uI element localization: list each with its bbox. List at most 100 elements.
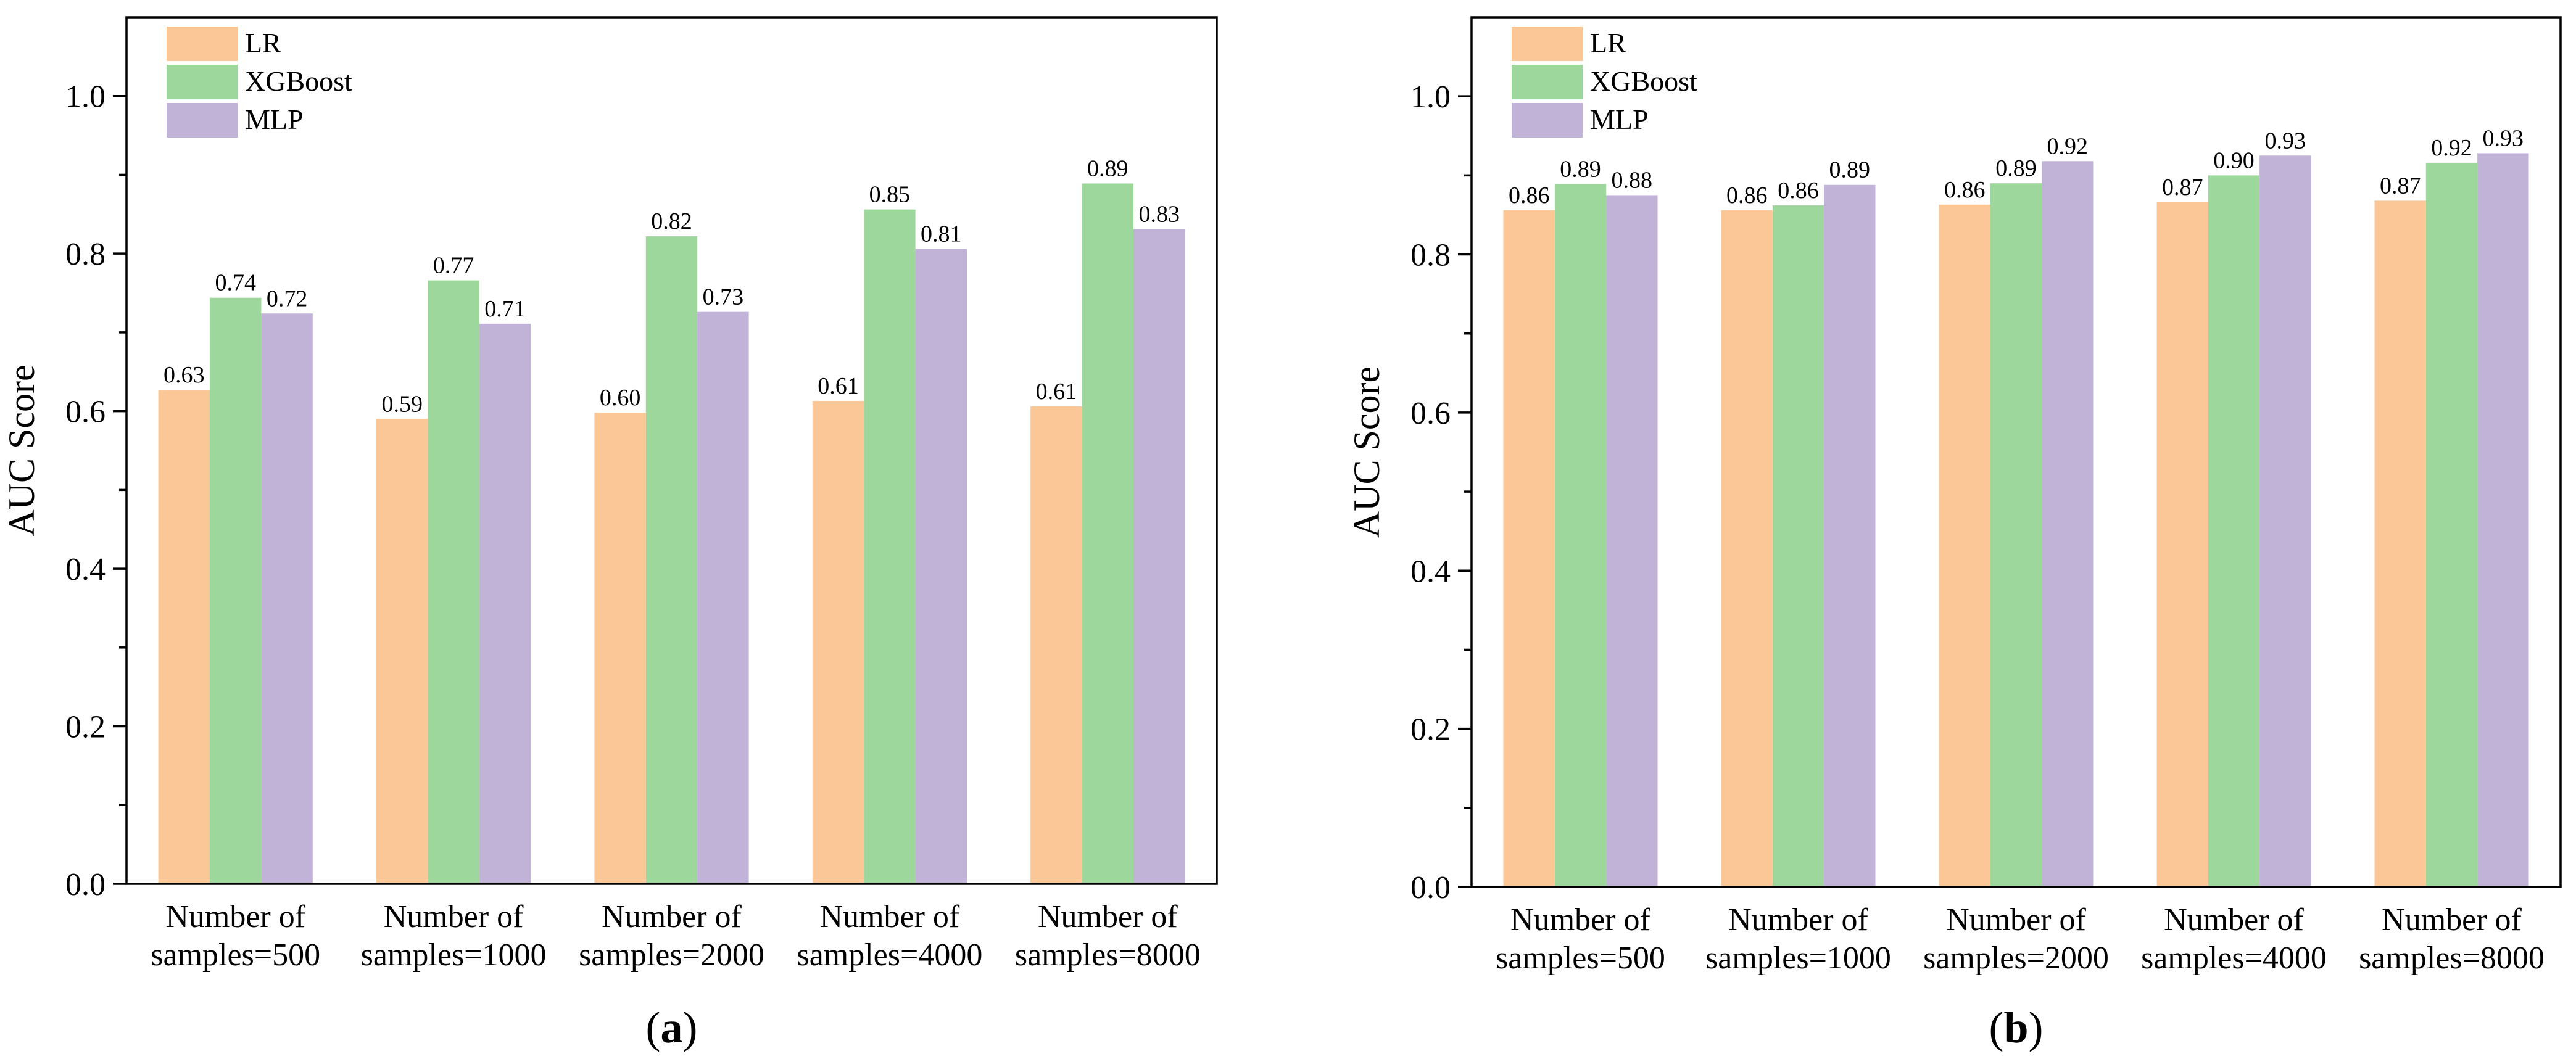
y-tick-label: 1.0 (65, 80, 106, 115)
legend-label-mlp: MLP (245, 104, 304, 135)
bar-mlp-2 (1824, 184, 1876, 887)
x-tick-label: Number of samples=2000 (1923, 902, 2109, 976)
bar-xgboost-3 (1990, 183, 2042, 887)
data-label-lr-3: 0.60 (600, 385, 641, 411)
y-tick-label: 0.4 (1410, 554, 1451, 589)
y-tick-label: 0.2 (1410, 712, 1451, 748)
data-label-mlp-3: 0.73 (703, 284, 744, 310)
x-tick-label-line: Number of (1510, 902, 1650, 937)
x-tick-label-line: Number of (2164, 902, 2304, 937)
bar-lr-4 (2156, 202, 2208, 888)
data-label-xgboost-1: 0.89 (1560, 156, 1601, 182)
x-tick-label: Number of samples=500 (151, 899, 320, 973)
x-tick-label-line: samples=500 (151, 937, 320, 973)
data-label-lr-2: 0.59 (381, 391, 423, 417)
bar-xgboost-2 (1772, 205, 1824, 887)
x-tick-label-line: Number of (165, 899, 305, 934)
x-tick-label-line: samples=2000 (579, 937, 764, 973)
x-tick-label: Number of samples=4000 (797, 899, 982, 973)
bar-lr-3 (594, 413, 646, 884)
x-tick-label-line: Number of (602, 899, 742, 934)
legend-swatch-lr (167, 27, 238, 61)
chart-panel-b: 0.86 0.86 0.86 0.87 0.87 0.89 0.86 0.89 0.90 0.92… (1346, 16, 2562, 1052)
bar-xgboost-5 (2425, 162, 2478, 888)
x-tick-label: Number of samples=2000 (579, 899, 764, 973)
bar-xgboost-3 (645, 236, 698, 884)
bar-lr-3 (1939, 204, 1990, 888)
data-label-xgboost-3: 0.82 (651, 208, 692, 234)
data-label-lr-3: 0.86 (1944, 177, 1986, 203)
legend-label-xgboost: XGBoost (1590, 65, 1697, 97)
x-tick-label-line: Number of (1728, 902, 1868, 937)
bar-xgboost-1 (1554, 184, 1607, 887)
bar-xgboost-4 (2208, 175, 2260, 887)
bar-xgboost-4 (864, 209, 916, 884)
y-tick-label: 0.2 (65, 710, 106, 745)
data-label-mlp-4: 0.81 (921, 221, 962, 247)
x-tick-label-line: samples=8000 (1015, 937, 1201, 973)
data-label-xgboost-5: 0.92 (2431, 135, 2472, 161)
bar-lr-4 (812, 401, 864, 884)
panel-caption-letter: b (2003, 1003, 2028, 1052)
bar-mlp-2 (479, 323, 531, 884)
bar-lr-2 (376, 419, 428, 884)
data-label-xgboost-1: 0.74 (215, 270, 256, 296)
bar-lr-5 (2374, 200, 2426, 887)
x-tick-label-line: Number of (1946, 902, 2086, 937)
x-tick-label: Number of samples=1000 (1705, 902, 1891, 976)
data-label-lr-1: 0.86 (1509, 183, 1550, 208)
y-tick-label: 0.4 (65, 552, 106, 587)
x-tick-label-line: Number of (820, 899, 960, 934)
bar-xgboost-2 (428, 280, 479, 884)
data-label-lr-1: 0.63 (164, 362, 205, 388)
x-tick-label: Number of samples=8000 (2359, 902, 2545, 976)
x-tick-label: Number of samples=8000 (1015, 899, 1201, 973)
bar-mlp-4 (915, 249, 967, 884)
bar-mlp-5 (2477, 153, 2529, 887)
data-label-mlp-5: 0.83 (1138, 202, 1180, 228)
data-label-mlp-2: 0.71 (484, 296, 526, 322)
data-label-mlp-5: 0.93 (2483, 125, 2524, 151)
panel-caption-letter: a (661, 1003, 683, 1052)
bar-xgboost-5 (1082, 183, 1134, 884)
bar-lr-1 (158, 390, 210, 884)
y-axis-title: AUC Score (1, 365, 42, 536)
bar-mlp-1 (1606, 195, 1658, 888)
data-label-xgboost-5: 0.89 (1087, 156, 1129, 182)
x-tick-label-line: samples=2000 (1923, 941, 2109, 976)
legend-swatch-lr (1512, 27, 1583, 61)
x-tick-label-line: samples=500 (1496, 941, 1665, 976)
data-label-xgboost-4: 0.90 (2213, 147, 2255, 173)
bar-mlp-3 (2042, 161, 2094, 888)
legend-swatch-mlp (1512, 103, 1583, 138)
data-label-mlp-2: 0.89 (1829, 157, 1871, 183)
y-axis-title: AUC Score (1346, 366, 1387, 538)
data-label-lr-4: 0.61 (818, 373, 859, 399)
legend-label-lr: LR (1590, 27, 1626, 59)
x-tick-label-line: Number of (384, 899, 524, 934)
legend-swatch-xgboost (1512, 65, 1583, 99)
data-label-xgboost-2: 0.86 (1778, 178, 1819, 204)
x-tick-label-line: samples=1000 (1705, 941, 1891, 976)
x-tick-label-line: Number of (1038, 899, 1178, 934)
x-tick-label-line: samples=8000 (2359, 941, 2545, 976)
bar-mlp-5 (1133, 229, 1185, 884)
x-tick-label: Number of samples=1000 (361, 899, 547, 973)
chart-panel-a: 0.63 0.59 0.60 0.61 0.61 0.74 0.77 0.82 0.85 0.89… (1, 16, 1218, 1052)
y-tick-label: 0.8 (1410, 238, 1451, 273)
y-tick-label: 0.6 (1410, 396, 1451, 431)
legend: LR XGBoost MLP (1512, 27, 1697, 138)
data-label-lr-2: 0.86 (1726, 183, 1768, 208)
y-tick-label: 1.0 (1410, 80, 1451, 115)
x-tick-label-line: Number of (2382, 902, 2522, 937)
axis-frame (1470, 16, 2562, 888)
x-tick-label: Number of samples=500 (1496, 902, 1665, 976)
legend-label-lr: LR (245, 27, 281, 59)
y-tick-label: 0.0 (65, 867, 106, 902)
x-tick-label-line: samples=1000 (361, 937, 547, 973)
x-tick-label: Number of samples=4000 (2141, 902, 2327, 976)
legend-label-mlp: MLP (1590, 104, 1649, 135)
bar-xgboost-1 (209, 297, 262, 884)
data-label-lr-4: 0.87 (2162, 175, 2203, 200)
